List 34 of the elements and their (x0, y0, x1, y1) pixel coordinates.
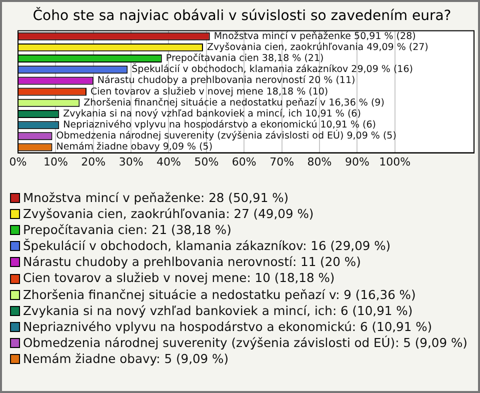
x-tick-label: 60% (232, 155, 256, 168)
x-tick-label: 100% (379, 155, 411, 168)
x-tick-label: 30% (118, 155, 144, 168)
legend-label: Cien tovarov a služieb v novej mene: 10 (18,18 %) (23, 270, 335, 287)
legend-label: Prepočítavania cien: 21 (38,18 %) (23, 222, 232, 238)
x-tick-label: 80% (307, 155, 332, 168)
data-label: Nemám žiadne obavy 9,09 % (5) (56, 142, 213, 153)
x-tick-label: 40% (156, 155, 181, 168)
x-tick-label: 20% (81, 155, 106, 168)
x-tick-label: 70% (270, 155, 294, 168)
legend-label: Obmedzenia národnej suverenity (zvýšenia závislosti od EÚ): 5 (9,09 %) (23, 334, 468, 351)
data-label: Prepočítavania cien 38,18 % (21) (166, 52, 324, 64)
x-tick-label: 50% (194, 155, 219, 168)
data-label: Zhoršenia finančnej situácie a nedostatku peňazí v 16,36 % (9) (84, 97, 384, 108)
data-label: Zvyšovania cien, zaokrúhľovania 49,09 % (27) (207, 42, 428, 53)
x-tick-label: 90% (344, 155, 370, 168)
legend-label: Nemám žiadne obavy: 5 (9,09 %) (23, 350, 229, 368)
data-label: Nárastu chudoby a prehlbovania nerovností 20 % (11) (97, 75, 356, 86)
legend-label: Nárastu chudoby a prehlbovania nerovností: 11 (20 %) (23, 254, 361, 270)
legend-label: Zhoršenia finančnej situácie a nedostatku peňazí v: 9 (16,36 %) (23, 286, 416, 303)
data-label: Množstva mincí v peňaženke 50,91 % (28) (214, 30, 416, 42)
legend-label: Množstva mincí v peňaženke: 28 (50,91 %) (23, 190, 289, 206)
legend-label: Nepriaznivého vplyvu na hospodárstvo a ekonomickú: 6 (10,91 %) (23, 318, 432, 335)
data-label: Nepriaznivého vplyvu na hospodárstvo a ekonomickú 10,91 % (6) (63, 120, 376, 131)
x-tick-label: 0% (9, 155, 27, 168)
data-label: Obmedzenia národnej suverenity (zvýšenia závislosti od EÚ) 9,09 % (5) (56, 130, 396, 142)
data-label: Zvykania si na nový vzhľad bankoviek a mincí, ich 10,91 % (6) (63, 108, 361, 120)
legend-label: Zvykania si na nový vzhľad bankoviek a mincí, ich: 6 (10,91 %) (23, 302, 413, 319)
chart-title: Čoho ste sa najviac obávali v súvislosti so zavedením eura? (32, 7, 452, 24)
legend-label: Špekulácií v obchodoch, klamania zákazníkov: 16 (29,09 %) (23, 238, 391, 254)
data-label: Špekulácií v obchodoch, klamania zákazníkov 29,09 % (16) (132, 63, 413, 76)
data-label: Cien tovarov a služieb v novej mene 18,18 % (10) (90, 86, 328, 98)
legend-label: Zvyšovania cien, zaokrúhľovania: 27 (49,09 %) (23, 206, 314, 222)
x-tick-label: 10% (43, 155, 68, 168)
